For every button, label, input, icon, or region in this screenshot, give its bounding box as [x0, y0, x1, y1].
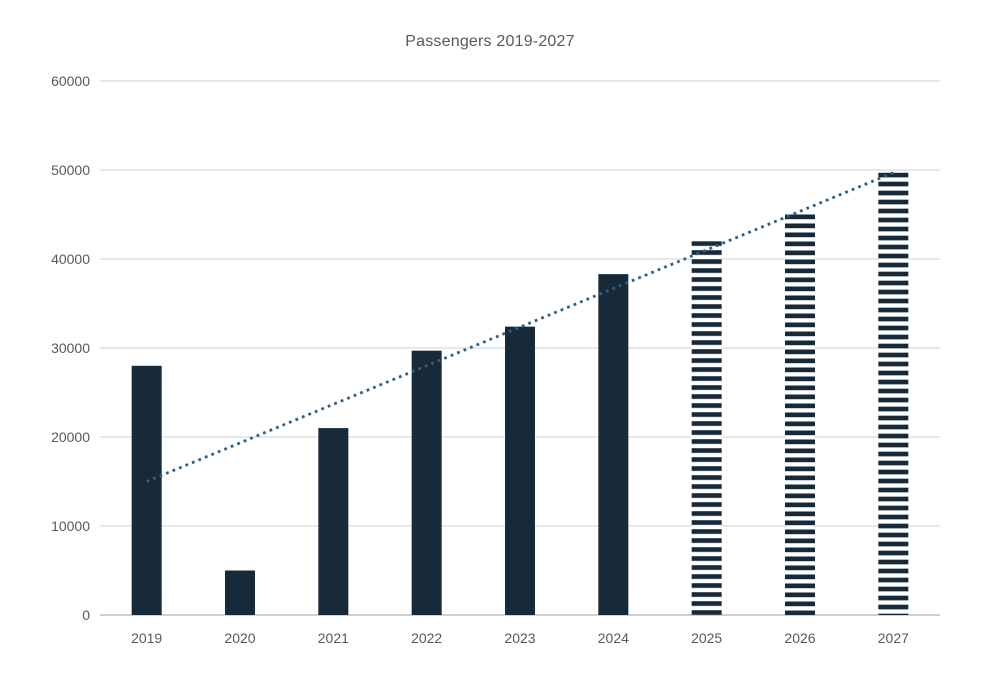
x-label-2019: 2019	[131, 630, 162, 646]
x-label-2020: 2020	[224, 630, 255, 646]
y-label-60000: 60000	[51, 73, 90, 89]
y-label-30000: 30000	[51, 340, 90, 356]
y-label-20000: 20000	[51, 429, 90, 445]
x-label-2021: 2021	[318, 630, 349, 646]
chart-title: Passengers 2019-2027	[405, 33, 575, 50]
bar-2021	[318, 428, 349, 615]
y-label-0: 0	[82, 607, 90, 623]
bar-2027	[878, 172, 909, 616]
x-label-2023: 2023	[504, 630, 535, 646]
x-label-2027: 2027	[878, 630, 909, 646]
x-label-2024: 2024	[598, 630, 629, 646]
x-label-2026: 2026	[784, 630, 815, 646]
bar-2025	[691, 241, 722, 615]
bar-2026	[785, 214, 815, 615]
bar-2019	[131, 365, 162, 615]
bar-2020	[225, 570, 255, 615]
y-axis-labels: 0 10000 20000 30000 40000 50000 60000	[51, 73, 90, 623]
bars	[131, 172, 909, 616]
x-label-2025: 2025	[691, 630, 722, 646]
y-label-10000: 10000	[51, 518, 90, 534]
x-axis-labels: 2019 2020 2021 2022 2023 2024 2025 2026 2027	[131, 630, 909, 646]
bar-2022	[411, 350, 442, 615]
y-label-50000: 50000	[51, 162, 90, 178]
bar-2024	[598, 274, 629, 615]
x-label-2022: 2022	[411, 630, 442, 646]
trendline	[146, 171, 894, 483]
bar-2023	[505, 326, 535, 615]
y-label-40000: 40000	[51, 251, 90, 267]
